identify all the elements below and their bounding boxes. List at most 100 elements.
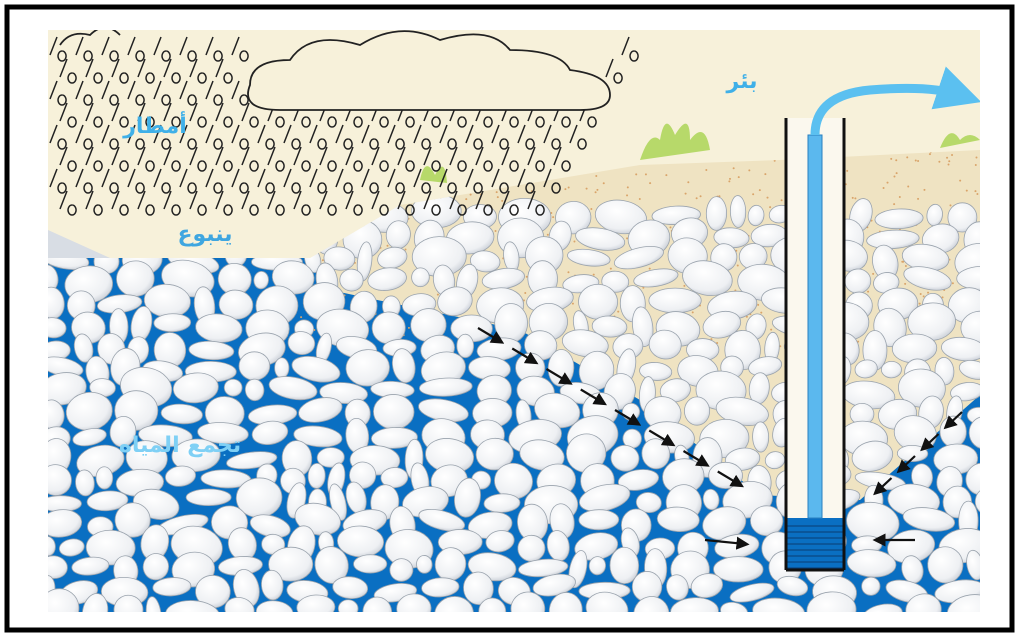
pebble	[705, 196, 728, 231]
sand-dot	[965, 189, 968, 192]
rain-drop	[335, 124, 353, 150]
pebble	[478, 597, 507, 612]
rain-drop	[449, 190, 467, 216]
pebble	[142, 553, 170, 581]
sand-dot	[919, 292, 922, 295]
pebble	[419, 377, 473, 397]
pebble	[518, 558, 569, 578]
pebble	[861, 576, 881, 596]
sand-dot	[854, 197, 857, 200]
rain-drop	[569, 124, 587, 150]
rain-drop	[517, 168, 535, 194]
rain-drop	[127, 168, 145, 194]
pebble	[418, 508, 466, 532]
rain-drop	[153, 168, 171, 194]
pebble	[750, 505, 784, 537]
rain-drop	[475, 190, 493, 216]
pebble	[185, 488, 232, 507]
rain-drop	[413, 124, 431, 150]
sand-dot	[635, 173, 638, 176]
pebble	[109, 416, 137, 448]
pebble	[253, 270, 269, 290]
flow-arrow	[648, 429, 676, 447]
pebble	[456, 333, 475, 359]
pebble	[48, 509, 83, 538]
rain-drop	[137, 102, 155, 128]
pebble	[617, 469, 659, 491]
pebble	[974, 487, 980, 515]
pebble	[114, 502, 151, 538]
pebble	[648, 287, 702, 314]
cloud	[247, 30, 611, 111]
rain-drop	[283, 168, 301, 194]
rain-drop	[605, 58, 623, 84]
pebble	[613, 246, 664, 270]
sand-dot	[592, 273, 595, 276]
rain-drop	[465, 124, 483, 150]
pebble	[806, 591, 857, 612]
sand-dot	[594, 191, 597, 194]
rain-drop	[85, 58, 103, 84]
pebble	[947, 202, 978, 233]
rain-drop	[309, 124, 327, 150]
sand-dot	[938, 160, 941, 163]
flow-arrow	[477, 327, 505, 344]
pebble	[633, 596, 670, 612]
pebble	[776, 575, 809, 597]
sand-dot	[642, 286, 645, 289]
rain-drop	[241, 146, 259, 172]
pebble	[720, 601, 749, 612]
pebble	[224, 597, 255, 612]
pebble	[866, 229, 920, 250]
pebble	[380, 467, 409, 489]
flow-arrow	[545, 368, 573, 385]
sand-dot	[596, 188, 599, 191]
well-pipe	[807, 134, 823, 519]
pebble	[609, 546, 640, 585]
pebble	[641, 438, 671, 470]
rain-drop	[205, 168, 223, 194]
sand-dot	[927, 291, 930, 294]
sand-dot	[928, 153, 931, 156]
rain-drop	[163, 146, 181, 172]
sand-dot	[757, 303, 760, 306]
sand-dot	[918, 302, 921, 305]
sand-dot	[773, 159, 776, 162]
rain-drop	[49, 168, 67, 194]
pebble	[469, 250, 501, 273]
pebble	[238, 351, 271, 381]
pebble	[71, 556, 110, 576]
sand-dot	[745, 315, 748, 318]
rock	[48, 230, 110, 258]
rain-drop	[439, 168, 457, 194]
rain-drop	[449, 146, 467, 172]
sand-dot	[893, 175, 896, 178]
pebble	[48, 317, 67, 339]
rain-drop	[127, 36, 145, 62]
rain-drop	[257, 168, 275, 194]
rain-drop	[127, 124, 145, 150]
sand-dot	[922, 295, 925, 298]
rain-drop	[85, 190, 103, 216]
sand-dot	[947, 163, 950, 166]
rain-drop	[397, 190, 415, 216]
pebble	[86, 490, 129, 512]
rain-drop	[621, 36, 639, 62]
sand-dot	[496, 196, 499, 199]
pebble	[323, 246, 356, 271]
pebble	[197, 422, 249, 445]
rain-drop	[371, 146, 389, 172]
sand-dot	[705, 169, 708, 172]
rain-drop	[163, 102, 181, 128]
flow-arrow	[717, 470, 744, 488]
sand-dot	[585, 187, 588, 190]
sand-dot	[501, 199, 504, 202]
rain-drop	[517, 124, 535, 150]
sand-dot	[728, 180, 731, 183]
pebble	[902, 507, 956, 532]
pebble	[485, 530, 515, 553]
rain-drop	[101, 168, 119, 194]
rain	[49, 36, 639, 216]
pebble	[702, 310, 742, 339]
